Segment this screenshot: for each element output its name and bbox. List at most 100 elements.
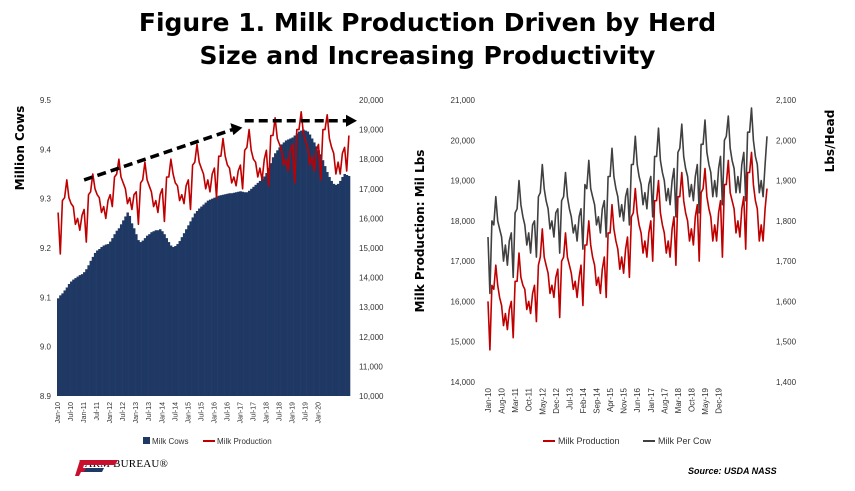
milk-cows-bar <box>135 234 138 396</box>
milk-cows-bar <box>300 130 303 396</box>
milk-cows-bar <box>174 246 177 396</box>
milk-cows-bar <box>126 212 129 396</box>
x-tick-label: Jul-12 <box>120 402 127 421</box>
milk-cows-bar <box>102 245 106 396</box>
y-left-tick-label: 9.2 <box>40 244 52 253</box>
x-tick-label: Jan-20 <box>316 402 323 424</box>
milk-cows-bar <box>323 166 327 396</box>
milk-cows-bar <box>263 176 266 396</box>
milk-cows-bar <box>284 140 288 396</box>
x-tick-label: Jul-10 <box>68 402 75 421</box>
milk-cows-bar <box>339 180 342 396</box>
y-left-tick-label: 9.4 <box>40 145 52 154</box>
trend-arrow-flat-head <box>346 114 357 127</box>
x-tick-label: Jan-17 <box>647 387 656 412</box>
y-right-tick-label: 20,000 <box>359 96 384 105</box>
milk-cows-bar <box>265 173 268 396</box>
milk-cows-bar <box>328 176 331 396</box>
x-tick-label: Jul-18 <box>277 402 284 421</box>
milk-cows-bar <box>128 215 132 396</box>
x-tick-label: Jul-11 <box>94 402 101 421</box>
milk-cows-bar <box>115 230 119 396</box>
x-tick-label: Apr-15 <box>606 387 615 412</box>
y-right-tick-label: 1,600 <box>776 297 797 306</box>
y-left-axis-title: Million Cows <box>13 106 27 191</box>
milk-cows-bar <box>241 191 244 396</box>
milk-cows-bar <box>215 196 218 396</box>
milk-cows-bar <box>117 228 121 396</box>
legend-label-milk-production: Milk Production <box>558 436 620 446</box>
x-tick-label: Jan-14 <box>159 402 166 424</box>
milk-cows-bar <box>289 138 292 397</box>
milk-cows-bar <box>169 245 173 396</box>
milk-cows-bar <box>191 217 195 396</box>
milk-cows-bar <box>334 184 338 396</box>
chart-title-line2: Size and Increasing Productivity <box>199 41 656 70</box>
x-tick-label: Oct-18 <box>687 387 696 412</box>
x-tick-label: Jan-17 <box>237 402 244 424</box>
y-right-tick-label: 1,700 <box>776 257 797 266</box>
milk-cows-bar <box>59 295 62 396</box>
milk-cows-bar <box>243 192 247 396</box>
milk-cows-bar <box>165 238 168 396</box>
y-right-tick-label: 1,900 <box>776 177 797 186</box>
milk-cows-bar <box>252 186 255 396</box>
milk-cows-bar <box>221 194 225 396</box>
y-left-tick-label: 15,000 <box>451 338 476 347</box>
milk-cows-bar <box>93 252 97 396</box>
milk-cows-bar <box>130 223 134 396</box>
milk-cows-bar <box>156 230 160 396</box>
y-right-axis-title: Lbs/Head <box>823 110 837 173</box>
milk-cows-bar <box>239 191 242 396</box>
milk-cows-bar <box>308 134 312 396</box>
milk-cows-bar <box>78 275 82 396</box>
milk-cows-bar <box>211 198 214 396</box>
milk-cows-bar <box>132 228 136 396</box>
milk-cows-bar <box>310 138 314 397</box>
farm-bureau-logo: FARM BUREAU® <box>74 458 168 476</box>
y-right-tick-label: 1,500 <box>776 338 797 347</box>
x-tick-label: Jul-17 <box>250 402 257 421</box>
milk-cows-bar <box>83 272 86 396</box>
milk-cows-bar <box>167 242 171 396</box>
x-tick-label: Jul-15 <box>198 402 205 421</box>
x-tick-label: Mar-18 <box>674 387 683 413</box>
x-tick-label: Jan-15 <box>185 402 192 424</box>
milk-cows-bar <box>208 199 212 396</box>
x-tick-label: Jul-19 <box>303 402 310 421</box>
milk-cows-bar <box>202 204 205 396</box>
milk-cows-bar <box>65 287 69 396</box>
x-tick-label: Jan-19 <box>290 402 297 424</box>
milk-cows-bar <box>261 178 264 396</box>
x-tick-label: Jan-18 <box>263 402 270 424</box>
x-tick-label: Jan-10 <box>55 402 62 424</box>
y-left-tick-label: 21,000 <box>451 96 476 105</box>
y-right-tick-label: 18,000 <box>359 155 384 164</box>
milk-cows-bar <box>176 244 179 396</box>
y-right-tick-label: 14,000 <box>359 274 384 283</box>
y-right-tick-label: 11,000 <box>359 362 383 371</box>
milk-cows-bar <box>96 250 99 396</box>
milk-cows-bar <box>143 238 147 396</box>
milk-cows-bar <box>189 221 192 396</box>
milk-cows-bar <box>217 195 221 396</box>
milk-cows-bar <box>258 180 262 396</box>
y-right-tick-label: 17,000 <box>359 185 384 194</box>
milk-cows-bar <box>306 131 310 396</box>
trend-arrow-rising-head <box>230 123 243 136</box>
milk-cows-bar <box>250 188 253 396</box>
milk-cows-bar <box>113 234 116 396</box>
x-tick-label: Dec-19 <box>715 387 724 413</box>
y-left-tick-label: 19,000 <box>451 177 476 186</box>
x-tick-label: Jul-13 <box>565 387 574 409</box>
milk-cows-bar <box>271 157 275 396</box>
milk-cows-bar <box>332 183 336 396</box>
y-right-tick-label: 2,100 <box>776 96 797 105</box>
milk-cows-bar <box>226 193 229 396</box>
milk-cows-bar <box>330 180 333 396</box>
milk-cows-bar <box>336 183 340 396</box>
milk-cows-bar <box>122 220 125 396</box>
milk-cows-bar <box>159 229 162 396</box>
milk-cows-bar <box>80 274 84 396</box>
x-tick-label: Jan-13 <box>133 402 140 424</box>
